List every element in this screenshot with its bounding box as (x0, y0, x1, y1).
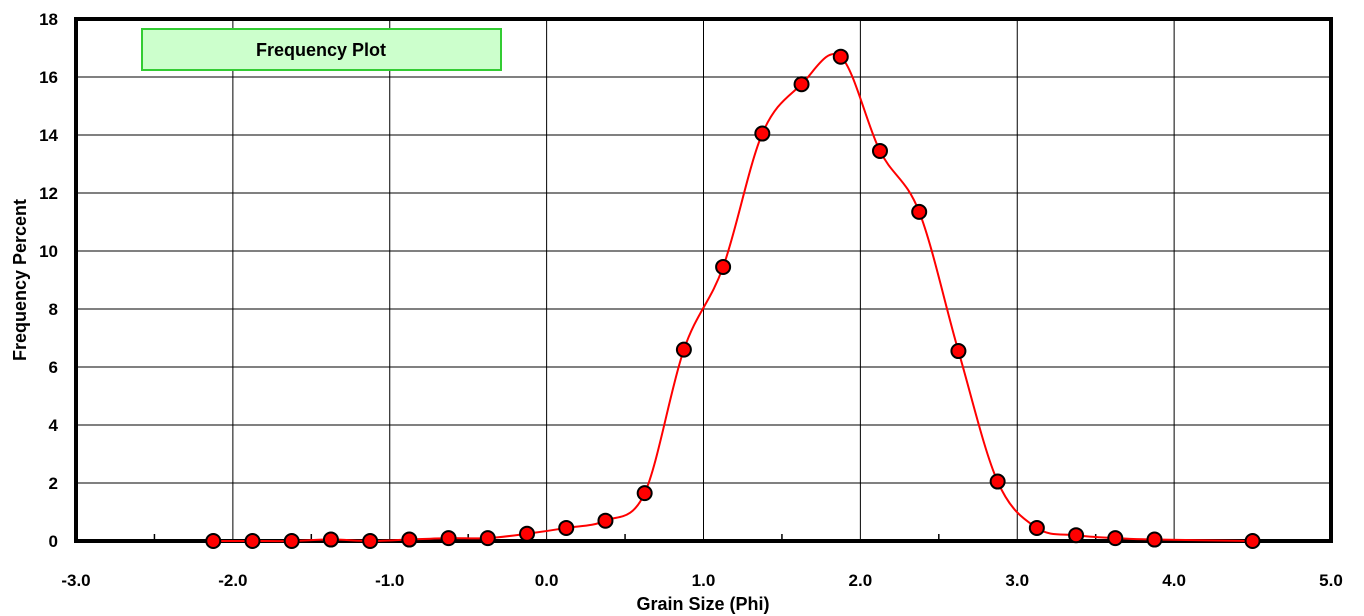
x-tick-label: -1.0 (375, 571, 404, 590)
data-point (636, 485, 653, 502)
data-point (597, 512, 614, 529)
series-points (205, 48, 1261, 549)
data-point (401, 531, 418, 548)
y-tick-label: 0 (49, 532, 58, 551)
data-point (871, 142, 888, 159)
title-box: Frequency Plot (141, 28, 502, 71)
y-tick-label: 4 (49, 416, 59, 435)
title-box-background (141, 28, 502, 71)
data-point (479, 530, 496, 547)
data-point (205, 533, 222, 549)
x-tick-label: 0.0 (535, 571, 559, 590)
data-point (675, 341, 692, 358)
data-point (362, 533, 379, 549)
series-line (213, 53, 1253, 543)
data-point (1068, 527, 1085, 544)
plot-area-frame (74, 17, 1333, 543)
chart-title: Frequency Plot (256, 40, 386, 60)
y-tick-label: 18 (39, 10, 58, 29)
x-tick-label: 3.0 (1005, 571, 1029, 590)
x-tick-label: 2.0 (849, 571, 873, 590)
data-point (322, 531, 339, 548)
data-point (1028, 519, 1045, 536)
x-tick-label: 4.0 (1162, 571, 1186, 590)
data-point (440, 530, 457, 547)
y-axis-label: Frequency Percent (10, 199, 30, 361)
data-point (832, 48, 849, 65)
y-tick-label: 12 (39, 184, 58, 203)
x-tick-labels: -3.0 -2.0 -1.0 0.0 1.0 2.0 3.0 4.0 5.0 (61, 571, 1342, 590)
y-tick-label: 14 (39, 126, 58, 145)
data-point (519, 525, 536, 542)
x-tick-label: 1.0 (692, 571, 716, 590)
data-point (715, 258, 732, 275)
y-tick-label: 16 (39, 68, 58, 87)
data-point (950, 343, 967, 360)
y-tick-label: 10 (39, 242, 58, 261)
data-point (558, 519, 575, 536)
data-point (1107, 530, 1124, 547)
y-tick-label: 8 (49, 300, 58, 319)
x-tick-label: -3.0 (61, 571, 90, 590)
data-point (283, 533, 300, 549)
y-tick-labels: 0 2 4 6 8 10 12 14 16 18 (39, 10, 58, 551)
data-point (1146, 531, 1163, 548)
x-tick-label: -2.0 (218, 571, 247, 590)
data-point (754, 125, 771, 142)
x-axis-label: Grain Size (Phi) (636, 594, 769, 614)
data-point (911, 203, 928, 220)
y-tick-label: 6 (49, 358, 58, 377)
data-point (1244, 533, 1261, 549)
data-point (244, 533, 261, 549)
x-tick-label: 5.0 (1319, 571, 1343, 590)
data-point (793, 76, 810, 93)
y-tick-label: 2 (49, 474, 58, 493)
grid (76, 19, 1331, 541)
data-point (989, 473, 1006, 490)
